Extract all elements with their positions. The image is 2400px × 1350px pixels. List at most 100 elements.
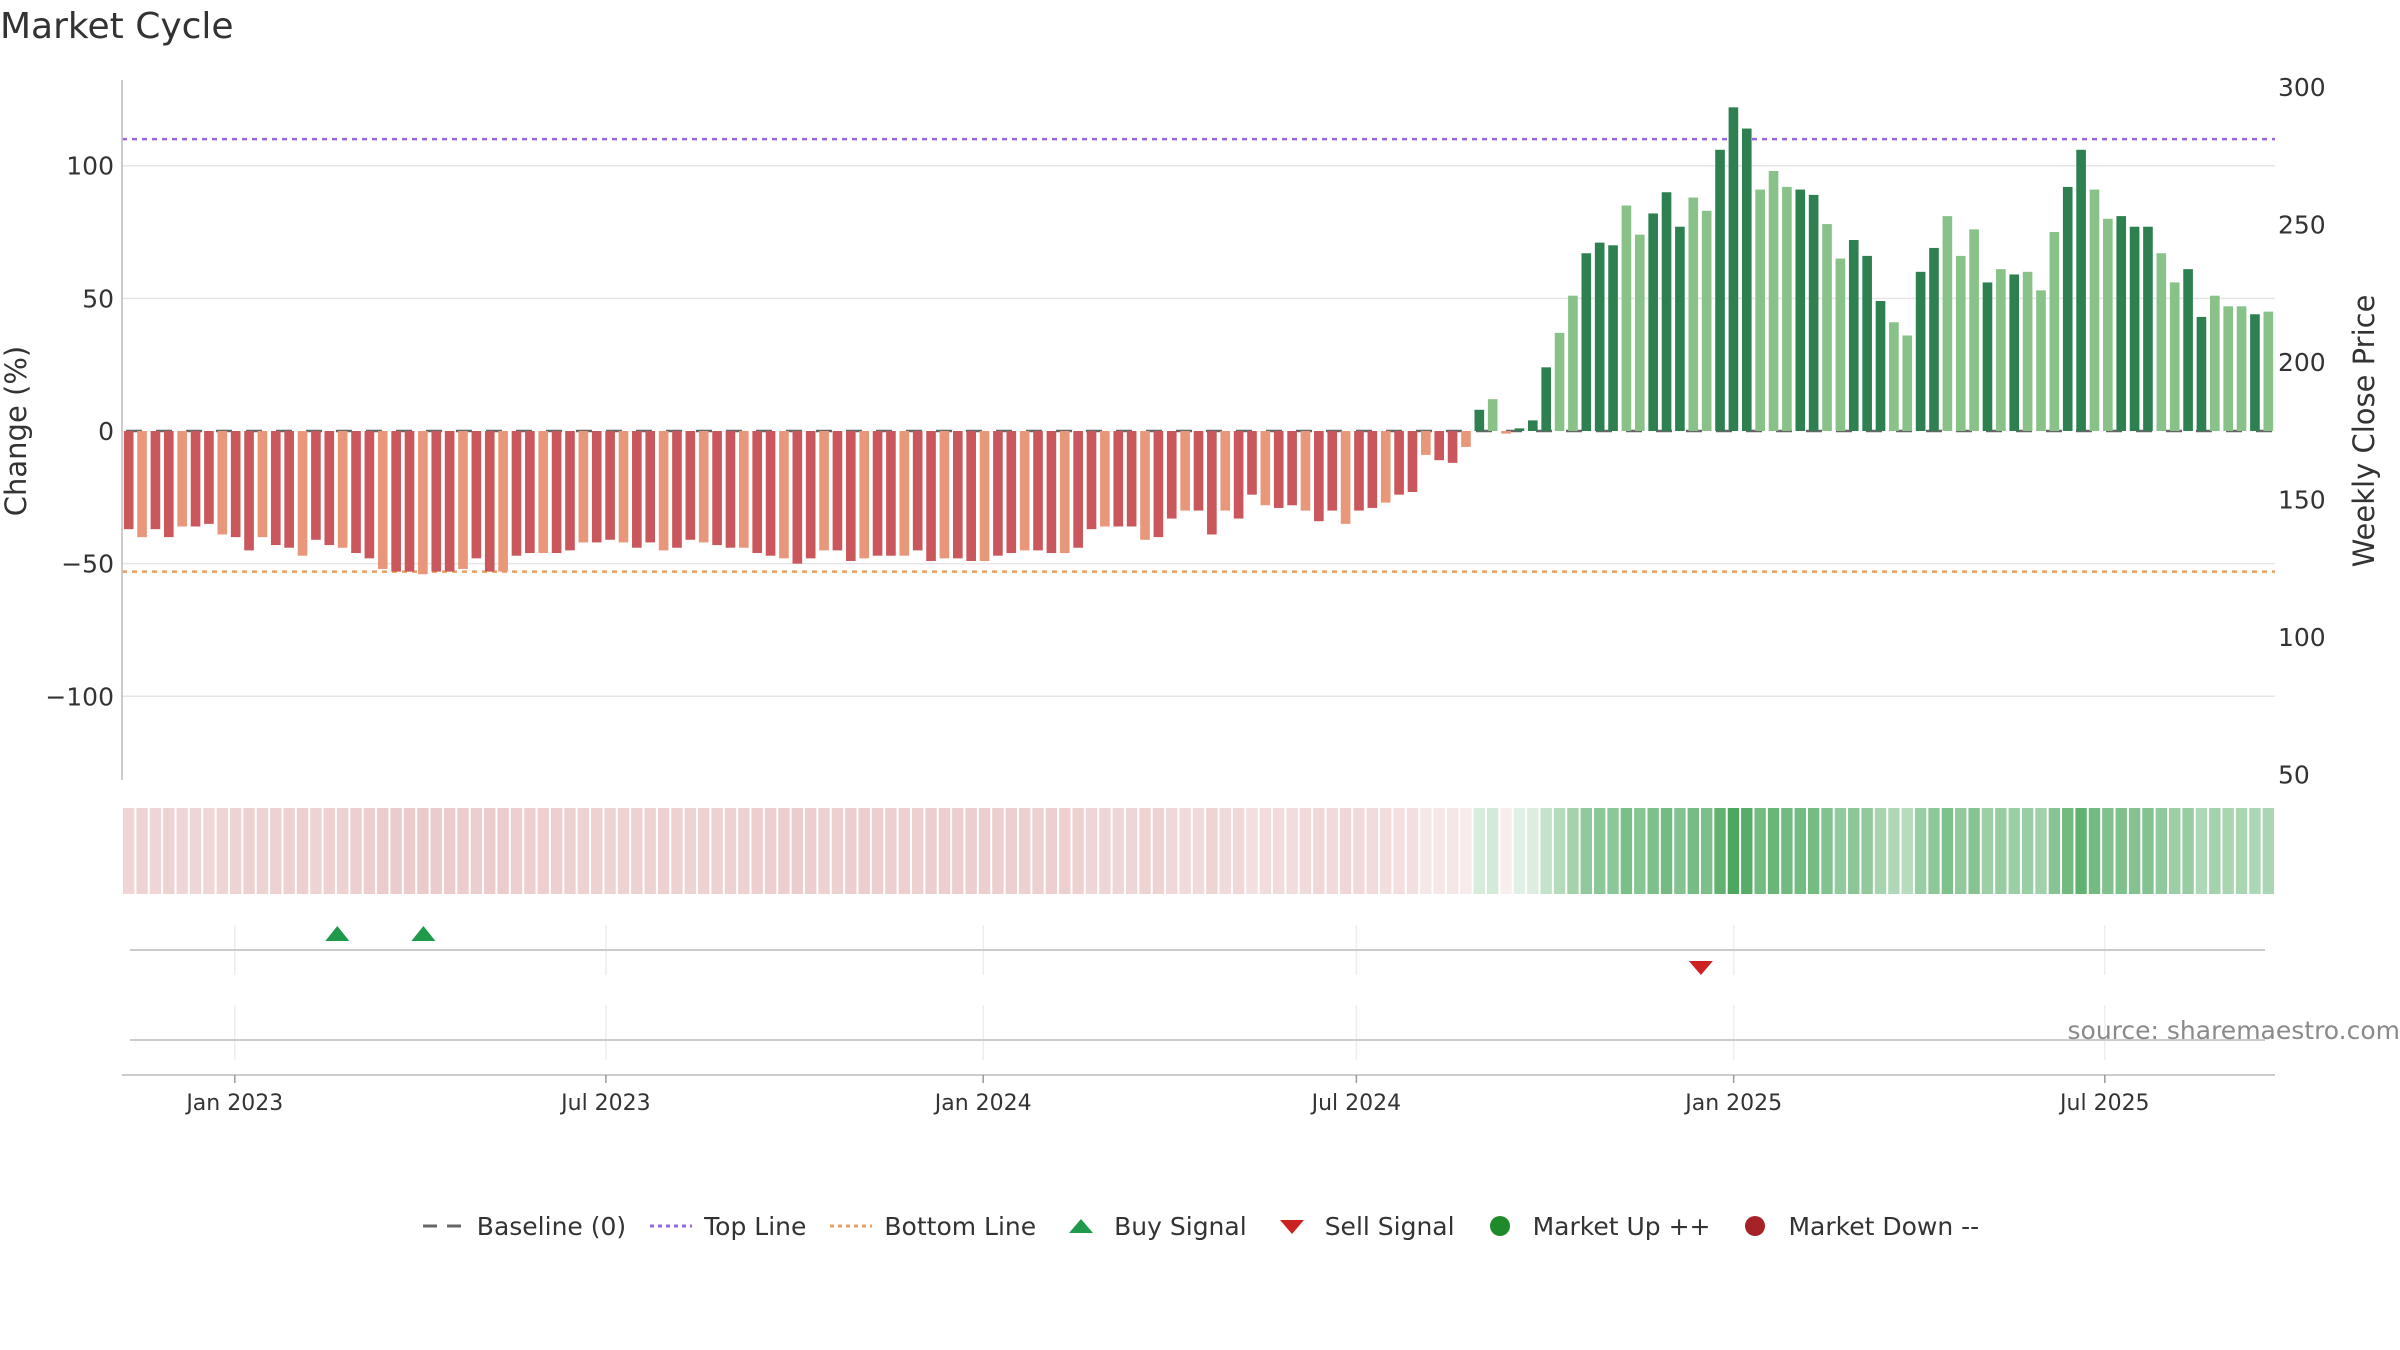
- strip-cell: [1299, 808, 1312, 894]
- bar: [578, 431, 589, 543]
- strip-cell: [1139, 808, 1151, 894]
- bar: [1568, 295, 1578, 431]
- bar: [1581, 253, 1592, 431]
- strip-cell: [2182, 808, 2194, 894]
- bar: [899, 431, 910, 556]
- bar: [1835, 258, 1846, 431]
- bar: [1166, 431, 1177, 519]
- y-axis-title: Change (%): [0, 346, 33, 516]
- y2-tick-label: 100: [2278, 623, 2326, 652]
- strip-cell: [938, 808, 951, 894]
- strip-cell: [497, 808, 509, 894]
- bar: [1942, 216, 1953, 431]
- bar: [712, 431, 722, 546]
- strip-cell: [778, 808, 790, 894]
- strip-cell: [631, 808, 643, 894]
- legend-symbol: [1489, 1216, 1510, 1236]
- bars-group: [123, 107, 2274, 575]
- strip-cell: [617, 808, 630, 894]
- strip-cell: [1821, 808, 1833, 894]
- strip-cell: [484, 808, 496, 894]
- legend-item: Baseline (0): [421, 1211, 626, 1241]
- legend-symbol: [1279, 1220, 1304, 1234]
- strip-cell: [1487, 808, 1499, 894]
- strip-cell: [845, 808, 857, 894]
- strip-cell: [2249, 808, 2261, 894]
- legend-symbol: [422, 1224, 465, 1228]
- legend-item: Sell Signal: [1269, 1211, 1455, 1241]
- strip-cell: [1700, 808, 1713, 894]
- strip-cell: [2088, 808, 2101, 894]
- bar: [591, 431, 602, 543]
- strip-cell: [2262, 808, 2274, 894]
- strip-cell: [1192, 808, 1205, 894]
- strip-cell: [1406, 808, 1419, 894]
- bar: [2143, 226, 2153, 431]
- bar: [1287, 431, 1297, 506]
- bar: [1086, 431, 1097, 530]
- y2-axis-title: Weekly Close Price: [2347, 295, 2381, 568]
- strip-cell: [2035, 808, 2047, 894]
- strip-cell: [577, 808, 590, 894]
- strip-cell: [2209, 808, 2221, 894]
- strip-cell: [657, 808, 670, 894]
- bar: [1969, 229, 1979, 431]
- bar: [1688, 197, 1699, 431]
- bar: [1126, 431, 1137, 527]
- legend-item: Top Line: [648, 1211, 806, 1241]
- source-credit: source: sharemaestro.com: [2067, 1016, 2400, 1045]
- strip-cell: [1393, 808, 1405, 894]
- legend-item: Market Up ++: [1477, 1211, 1710, 1241]
- bar: [1648, 213, 1658, 431]
- strip-cell: [1339, 808, 1352, 894]
- strip-cell: [1741, 808, 1753, 894]
- bar: [137, 431, 147, 538]
- strip-cell: [1781, 808, 1793, 894]
- bar: [1340, 431, 1351, 524]
- y-tick-label: 50: [82, 284, 114, 313]
- bar: [1113, 431, 1124, 527]
- legend-label: Top Line: [704, 1211, 807, 1241]
- strip-cell: [698, 808, 710, 894]
- strip-cell: [1286, 808, 1298, 894]
- bar: [2129, 226, 2140, 431]
- bar: [2236, 306, 2247, 431]
- legend-symbol: [1069, 1219, 1094, 1233]
- legend-label: Sell Signal: [1324, 1211, 1455, 1241]
- strip-cell: [1754, 808, 1766, 894]
- strip-cell: [163, 808, 175, 894]
- bar: [1059, 431, 1070, 554]
- y2-tick-label: 50: [2278, 761, 2310, 790]
- bar: [364, 431, 375, 559]
- bar: [1675, 226, 1685, 431]
- bar: [739, 431, 749, 548]
- strip-cell: [1353, 808, 1365, 894]
- bar: [337, 431, 348, 548]
- strip-cell: [1446, 808, 1459, 894]
- strip-cell: [1660, 808, 1673, 894]
- strip-cell: [604, 808, 616, 894]
- strip-cell: [1620, 808, 1633, 894]
- strip-cell: [952, 808, 964, 894]
- strip-cell: [363, 808, 376, 894]
- strip-cell: [537, 808, 549, 894]
- strip-cell: [2008, 808, 2020, 894]
- strip-cell: [1152, 808, 1165, 894]
- bar: [1207, 431, 1217, 535]
- strip-cell: [2062, 808, 2074, 894]
- strip-cell: [1767, 808, 1780, 894]
- grid-lines: [122, 164, 2275, 698]
- bar: [1153, 431, 1164, 538]
- bar: [1661, 192, 1672, 431]
- strip-cell: [283, 808, 295, 894]
- bar: [1808, 194, 1819, 431]
- bar: [1701, 210, 1712, 431]
- strip-cell: [176, 808, 188, 894]
- bar: [391, 431, 401, 572]
- bar: [1421, 431, 1431, 455]
- y-tick-label: 0: [98, 417, 114, 446]
- strip-cell: [1099, 808, 1111, 894]
- bar: [886, 431, 896, 556]
- bar: [1300, 431, 1311, 511]
- bar: [1915, 271, 1926, 431]
